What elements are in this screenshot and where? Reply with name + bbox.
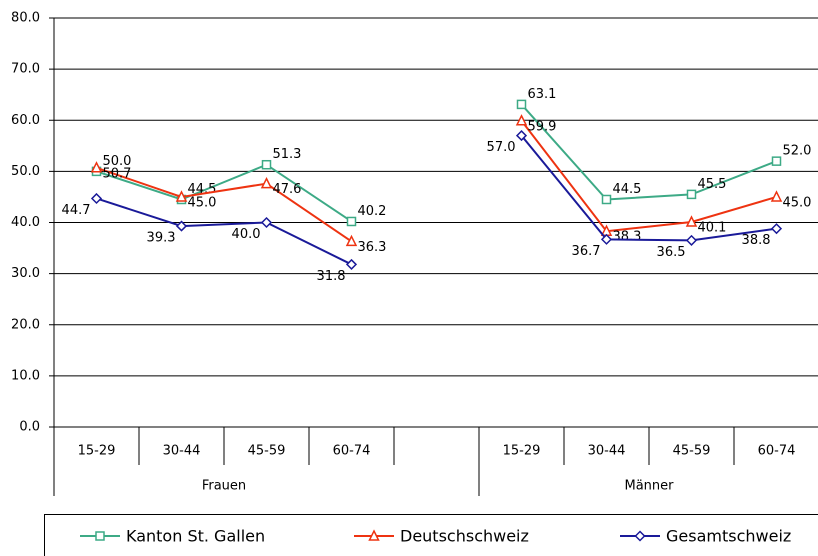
marker (515, 130, 528, 142)
value-label: 45.5 (698, 177, 727, 192)
marker (600, 233, 613, 245)
series-line (96, 134, 777, 266)
x-tick-label: 45-59 (673, 444, 711, 459)
marker (516, 99, 527, 110)
value-label: 45.0 (783, 195, 812, 210)
value-label: 45.0 (188, 195, 217, 210)
legend-label: Kanton St. Gallen (126, 527, 265, 546)
value-label: 44.7 (62, 203, 91, 218)
value-label: 59.9 (528, 119, 557, 134)
x-tick-label: 30-44 (163, 444, 201, 459)
marker (345, 234, 358, 247)
marker (686, 189, 697, 200)
marker (346, 216, 357, 227)
value-label: 63.1 (528, 87, 557, 102)
y-tick-label: 80.0 (11, 11, 40, 26)
y-tick-label: 60.0 (11, 113, 40, 128)
y-tick-label: 10.0 (11, 368, 40, 383)
marker (261, 159, 272, 170)
y-tick-label: 50.0 (11, 164, 40, 179)
marker (90, 161, 103, 173)
series-line (96, 120, 777, 243)
value-label: 36.3 (358, 240, 387, 255)
series-line (96, 103, 777, 223)
value-label: 44.5 (613, 182, 642, 197)
legend-box (44, 514, 818, 556)
value-label: 51.3 (273, 147, 302, 162)
x-tick-label: 45-59 (248, 444, 286, 459)
y-tick-label: 40.0 (11, 215, 40, 230)
x-tick-label: 30-44 (588, 444, 626, 459)
y-tick-label: 70.0 (11, 62, 40, 77)
group-label: Männer (624, 479, 674, 494)
marker (175, 190, 188, 202)
y-tick-label: 20.0 (11, 317, 40, 332)
marker (685, 234, 698, 246)
y-tick-label: 30.0 (11, 266, 40, 281)
value-label: 39.3 (147, 231, 176, 246)
marker (771, 156, 782, 166)
value-label: 50.7 (103, 166, 132, 181)
marker (770, 223, 783, 235)
y-tick-label: 0.0 (19, 420, 40, 435)
value-label: 38.8 (742, 233, 771, 248)
group-label: Frauen (202, 479, 246, 494)
marker (601, 194, 612, 205)
marker (175, 220, 188, 232)
value-label: 57.0 (487, 140, 516, 155)
legend-marker (95, 531, 105, 541)
value-label: 36.7 (572, 244, 601, 259)
legend-marker (634, 530, 646, 542)
value-label: 40.2 (358, 204, 387, 219)
marker (770, 190, 783, 202)
legend-marker (368, 529, 380, 541)
x-tick-label: 15-29 (503, 444, 541, 459)
legend-label: Gesamtschweiz (666, 527, 791, 546)
value-label: 52.0 (783, 144, 812, 159)
value-label: 50.0 (103, 154, 132, 169)
x-tick-label: 60-74 (758, 444, 796, 459)
marker (515, 114, 528, 126)
marker (260, 176, 273, 189)
value-label: 36.5 (657, 245, 686, 260)
marker (260, 216, 273, 229)
marker (685, 215, 698, 227)
value-label: 31.8 (317, 269, 346, 284)
marker (90, 192, 103, 205)
value-label: 40.1 (698, 220, 727, 235)
x-tick-label: 15-29 (78, 444, 116, 459)
x-tick-label: 60-74 (333, 444, 371, 459)
marker (345, 258, 358, 270)
value-label: 40.0 (232, 227, 261, 242)
legend-label: Deutschschweiz (400, 527, 529, 546)
value-label: 38.3 (613, 230, 642, 245)
value-label: 47.6 (273, 182, 302, 197)
